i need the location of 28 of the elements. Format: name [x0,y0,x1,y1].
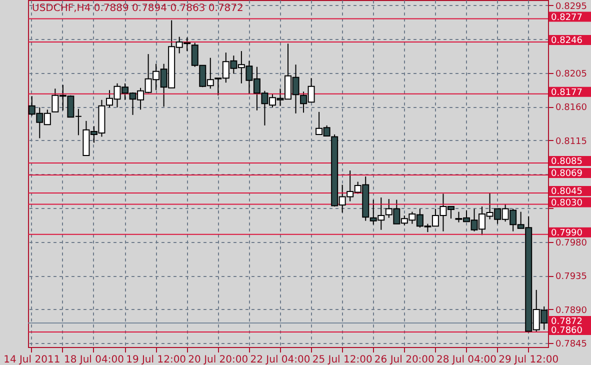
y-tick-label: 0.8295 [556,2,587,12]
x-tick-label: 26 Jul 20:00 [374,354,434,365]
ref-line-label: 0.8030 [551,198,583,208]
ref-line-label: 0.7990 [551,228,583,238]
ref-line-label: 0.7872 [551,316,582,327]
ref-line-label: 0.8177 [551,88,582,98]
x-tick-label: 25 Jul 12:00 [312,354,372,365]
y-tick-label: 0.7980 [556,238,588,248]
ref-line-label: 0.8069 [551,169,583,179]
x-tick-label: 20 Jul 20:00 [188,354,248,365]
x-tick-label: 22 Jul 04:00 [250,354,310,365]
y-tick-label: 0.7935 [556,272,587,282]
y-tick-label: 0.7845 [556,340,587,350]
y-tick-label: 0.8205 [556,69,587,80]
y-tick-label: 0.7890 [556,306,588,316]
x-tick-label: 29 Jul 12:00 [498,354,559,365]
y-tick-label: 0.8160 [556,103,588,114]
x-tick-label: 19 Jul 12:00 [126,354,186,365]
x-tick-label: 28 Jul 04:00 [436,354,496,365]
x-tick-label: 18 Jul 04:00 [64,354,124,365]
ref-line-label: 0.8277 [551,12,582,23]
ref-line-label: 0.7860 [551,326,583,336]
x-tick-label: 14 Jul 2011 [4,354,60,365]
ref-line-label: 0.8085 [551,156,582,167]
ref-line-label: 0.8246 [551,36,583,46]
ref-line-label: 0.8045 [551,187,582,198]
chart-title: USDCHF,H4 0.7889 0.7894 0.7863 0.7872 [32,3,244,14]
y-tick-label: 0.8115 [556,136,587,147]
